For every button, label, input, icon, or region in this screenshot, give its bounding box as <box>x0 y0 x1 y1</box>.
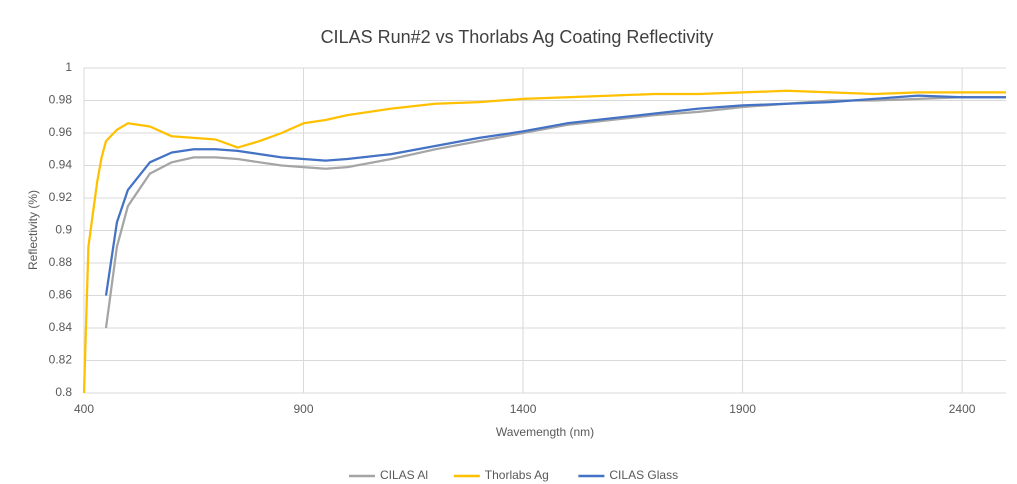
x-tick-label: 400 <box>74 402 94 416</box>
y-tick-label: 0.82 <box>49 353 73 367</box>
series-line <box>104 96 1006 329</box>
series-line <box>104 94 1006 296</box>
legend-label: CILAS Glass <box>609 468 678 482</box>
chart-title: CILAS Run#2 vs Thorlabs Ag Coating Refle… <box>321 27 714 47</box>
x-tick-label: 1400 <box>510 402 537 416</box>
y-tick-label: 0.88 <box>49 255 73 269</box>
series-line <box>82 89 1006 394</box>
y-tick-label: 0.92 <box>49 190 73 204</box>
y-tick-label: 0.9 <box>55 223 72 237</box>
y-tick-label: 0.98 <box>49 93 73 107</box>
y-axis-label: Reflectivity (%) <box>26 190 40 270</box>
legend-label: Thorlabs Ag <box>485 468 549 482</box>
y-tick-label: 1 <box>65 60 72 74</box>
x-tick-label: 1900 <box>729 402 756 416</box>
x-axis-label: Wavemength (nm) <box>496 425 594 439</box>
y-tick-label: 0.8 <box>55 385 72 399</box>
y-tick-label: 0.86 <box>49 288 73 302</box>
y-tick-label: 0.94 <box>49 158 73 172</box>
y-tick-label: 0.84 <box>49 320 73 334</box>
y-tick-label: 0.96 <box>49 125 73 139</box>
x-tick-label: 2400 <box>949 402 976 416</box>
x-tick-label: 900 <box>294 402 314 416</box>
legend-label: CILAS Al <box>380 468 428 482</box>
